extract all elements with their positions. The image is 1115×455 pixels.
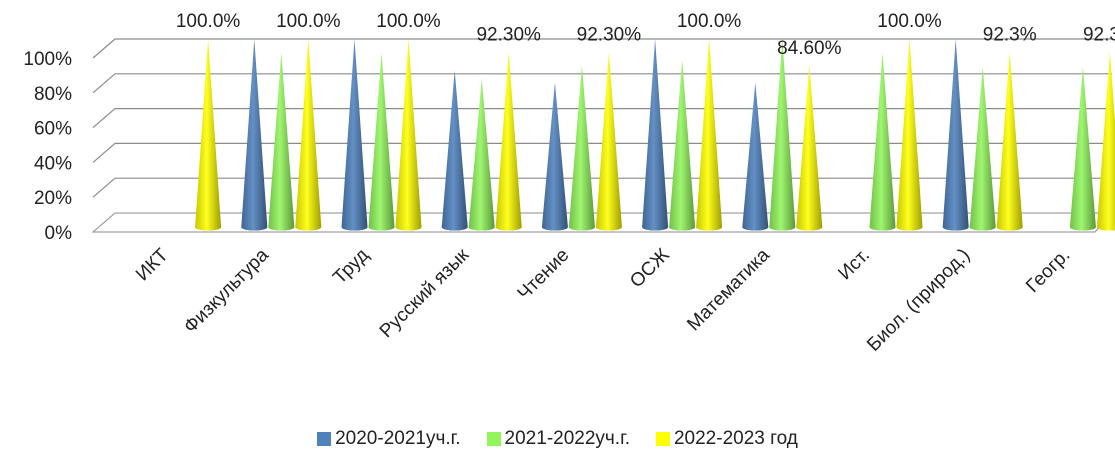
cone-bar [368,52,395,231]
x-tick-label: Математика [683,244,774,335]
y-tick-label: 0% [45,223,73,244]
cone-bar [1069,66,1096,231]
x-tick-label: ОСЖ [626,244,674,292]
x-tick-label: ИКТ [132,244,173,285]
cone-bar [395,39,422,231]
x-tick-label: Физкультура [180,244,273,337]
cone-bar [241,39,268,231]
cone-bar [1096,52,1115,231]
x-tick-label: Труд [329,245,373,289]
data-label: 100.0% [376,11,441,32]
x-tick-label: Чтение [514,245,574,305]
cone-bar [742,82,769,231]
legend-label: 2021-2022уч.г. [504,428,630,449]
x-tick-label: Ист. [834,245,874,285]
legend-item: 2020-2021уч.г. [317,428,461,450]
x-tick-label: Геогр. [1022,245,1074,297]
data-label: 100.0% [276,11,341,32]
cone-bar [441,70,468,231]
cone-bar [869,52,896,231]
cone-bar [541,82,568,231]
gridline [92,38,1112,59]
cone-bar [295,39,322,231]
y-tick-label: 60% [34,119,72,140]
legend-item: 2022-2023 год [655,428,798,450]
data-label: 100.0% [677,11,742,32]
legend: 2020-2021уч.г. 2021-2022уч.г. 2022-2023 го… [0,428,1115,450]
cone-bar [495,52,522,231]
data-label: 84.60% [777,38,842,59]
x-tick-label: Русский язык [376,244,474,342]
cone-bar [996,52,1023,231]
cone-bar [796,65,823,231]
legend-label: 2020-2021уч.г. [335,428,461,449]
data-label: 100.0% [877,11,942,32]
cone-bar [696,39,723,231]
legend-label: 2022-2023 год [673,428,798,449]
cone-bar [769,39,796,231]
cone-bar [468,79,495,231]
cone-bar [642,39,669,231]
cone-bar [942,39,969,231]
gridline [92,73,1112,94]
data-label: 92.3% [1083,24,1115,45]
cone-bar [341,39,368,231]
chart-plot: 0% 20% 40% 60% 80% 100% ИКТ 100.0% Физкультура 10… [23,11,1115,356]
cone-bar [595,52,622,231]
cone-bar [969,66,996,231]
data-label: 92.30% [577,24,642,45]
cone-bar [669,59,696,231]
y-tick-label: 20% [34,188,72,209]
y-tick-label: 80% [34,84,72,105]
cone-bar [195,39,222,231]
legend-swatch [317,432,332,446]
y-tick-label: 40% [34,153,72,174]
data-label: 100.0% [176,11,241,32]
legend-swatch [655,432,670,446]
legend-item: 2021-2022уч.г. [486,428,630,450]
legend-swatch [486,432,501,446]
cone-bar [268,52,295,231]
cone-bar [568,65,595,231]
y-tick-label: 100% [23,49,72,70]
x-tick-label: Биол. (природ.) [863,245,974,356]
data-label: 92.3% [983,24,1037,45]
data-label: 92.30% [476,24,541,45]
cone-bar [896,39,923,231]
